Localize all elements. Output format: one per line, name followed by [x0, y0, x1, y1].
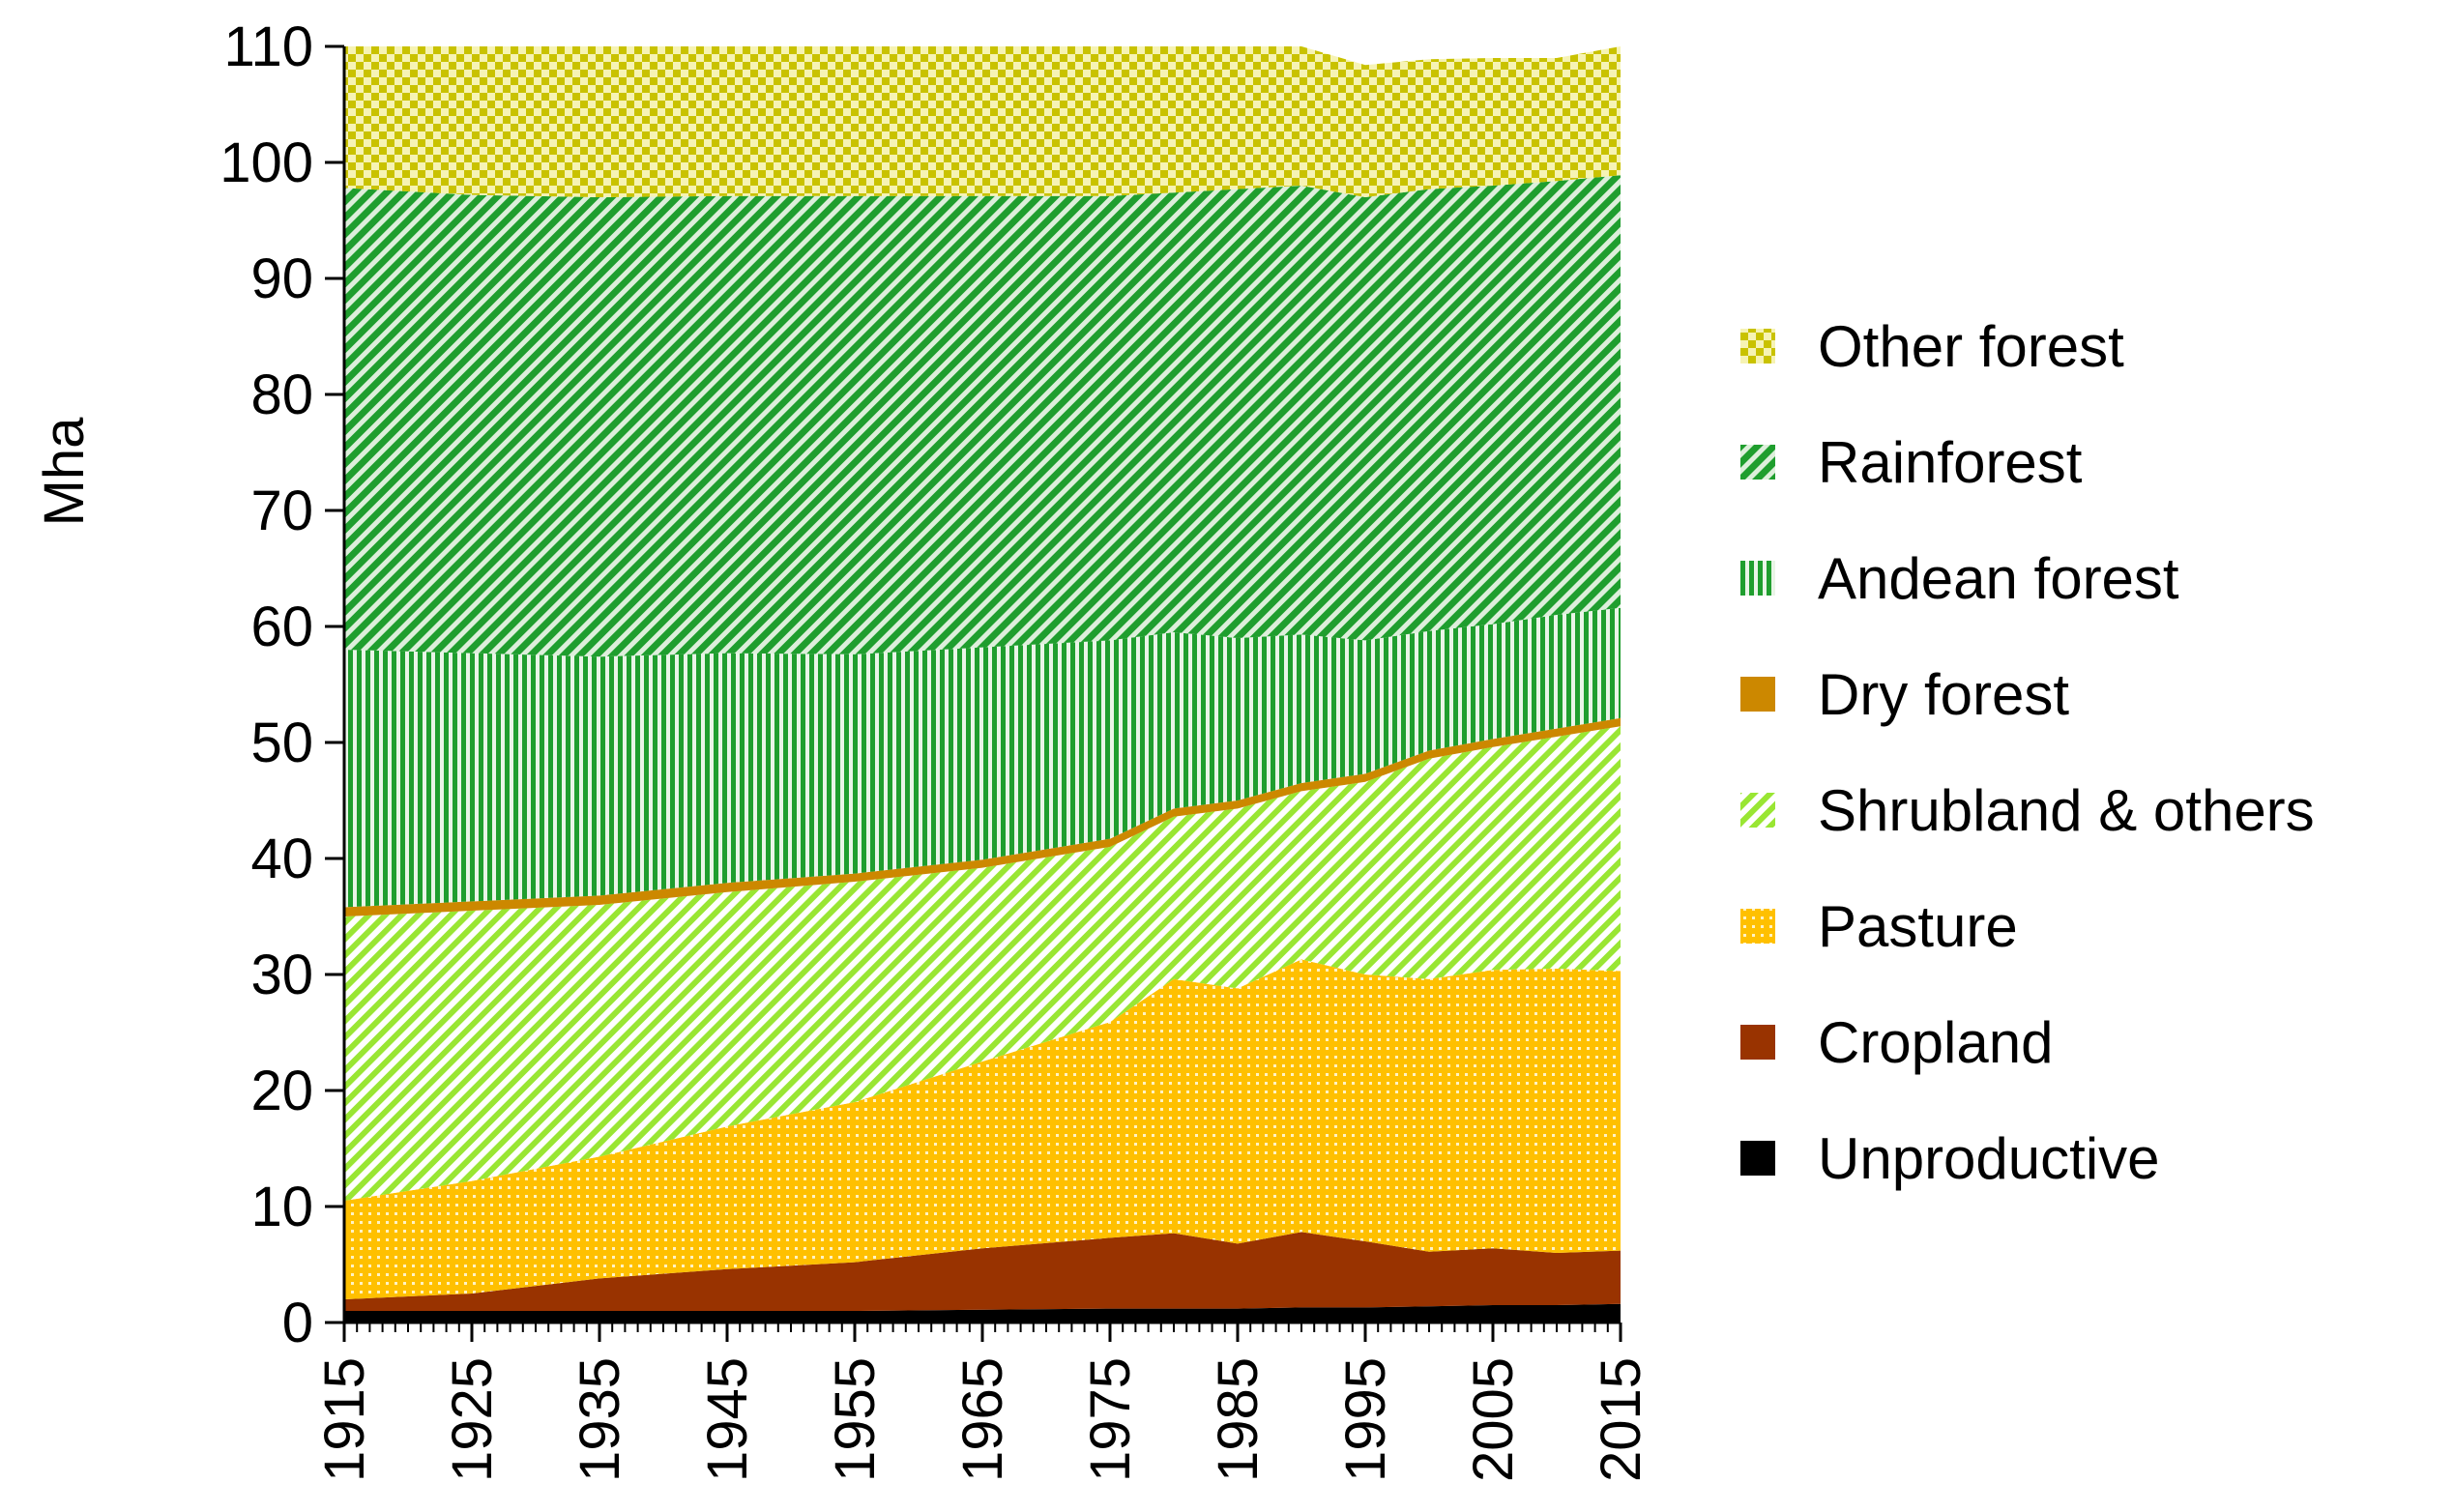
y-tick-label: 30 — [250, 944, 313, 1006]
x-tick-label: 1945 — [696, 1357, 759, 1482]
x-tick-label: 1925 — [441, 1357, 504, 1482]
y-tick-label: 10 — [250, 1176, 313, 1238]
x-tick-label: 2015 — [1590, 1357, 1652, 1482]
legend-swatch-unproductive — [1740, 1141, 1775, 1176]
x-tick-label: 1985 — [1207, 1357, 1270, 1482]
y-tick-label: 70 — [250, 480, 313, 542]
x-tick-label: 1955 — [824, 1357, 887, 1482]
y-tick-label: 60 — [250, 596, 313, 658]
area-andean-forest — [344, 607, 1621, 908]
y-tick-label: 100 — [219, 131, 313, 194]
y-tick-label: 80 — [250, 363, 313, 426]
legend-swatch-cropland — [1740, 1025, 1775, 1060]
series-layer — [344, 46, 1621, 1323]
legend-swatch-other-forest — [1740, 329, 1775, 363]
x-tick-label: 1995 — [1334, 1357, 1397, 1482]
legend-label-andean-forest: Andean forest — [1818, 546, 2179, 611]
legend-swatch-dry-forest — [1740, 677, 1775, 712]
legend-label-other-forest: Other forest — [1818, 314, 2124, 379]
y-tick-label: 110 — [224, 15, 313, 78]
legend-swatch-rainforest — [1740, 445, 1775, 480]
x-tick-label: 1915 — [313, 1357, 376, 1482]
legend-label-unproductive: Unproductive — [1818, 1126, 2160, 1191]
y-tick-label: 40 — [250, 828, 313, 890]
x-tick-label: 2005 — [1462, 1357, 1525, 1482]
area-pasture — [344, 959, 1621, 1299]
x-tick-label: 1965 — [951, 1357, 1014, 1482]
legend-swatch-shrubland-and-others — [1740, 793, 1775, 828]
y-tick-label: 50 — [250, 712, 313, 774]
y-tick-label: 0 — [282, 1292, 313, 1354]
legend: Other forest Rainforest Andean forest Dry f… — [1740, 314, 2315, 1191]
area-rainforest — [344, 175, 1621, 657]
legend-swatch-pasture — [1740, 909, 1775, 944]
area-cropland — [344, 1232, 1621, 1311]
legend-label-pasture: Pasture — [1818, 894, 2018, 959]
area-other-forest — [344, 46, 1621, 197]
legend-swatch-andean-forest — [1740, 561, 1775, 596]
area-unproductive — [344, 1303, 1621, 1323]
legend-label-cropland: Cropland — [1818, 1010, 2054, 1075]
legend-label-rainforest: Rainforest — [1818, 430, 2083, 495]
legend-label-dry-forest: Dry forest — [1818, 662, 2069, 727]
y-tick-label: 90 — [250, 247, 313, 310]
y-axis-title: Mha — [33, 417, 96, 527]
axes: 0 10 20 30 40 50 60 70 80 90 100 110 1915 1925 1935 194… — [33, 15, 1652, 1482]
x-tick-label: 1975 — [1079, 1357, 1142, 1482]
y-tick-label: 20 — [250, 1060, 313, 1122]
x-tick-label: 1935 — [569, 1357, 631, 1482]
legend-label-shrubland-and-others: Shrubland & others — [1818, 778, 2315, 843]
area-shrubland-and-others — [344, 726, 1621, 1201]
